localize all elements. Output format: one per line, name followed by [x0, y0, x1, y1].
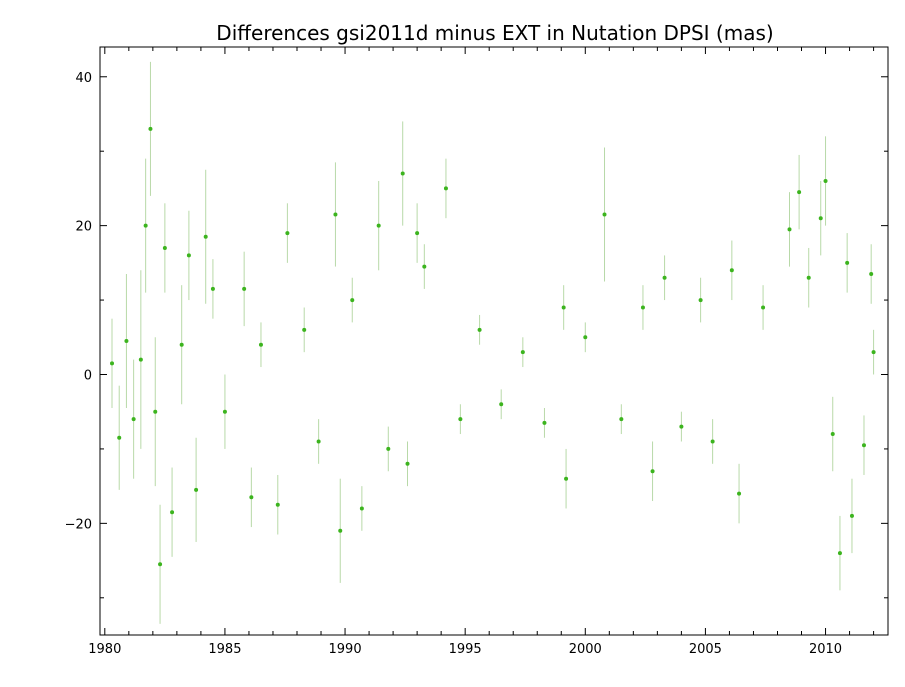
data-point [158, 562, 163, 567]
data-point [275, 502, 280, 507]
x-tick-label: 1995 [449, 642, 482, 657]
data-point [170, 510, 175, 515]
data-point [837, 551, 842, 556]
data-point [148, 126, 153, 131]
x-axis: 1980 1985 1990 1995 2000 2005 2010 [88, 47, 875, 657]
y-tick-label: 0 [84, 368, 92, 383]
data-point [153, 409, 158, 414]
error-bars [111, 61, 875, 624]
data-point [845, 260, 850, 265]
data-point [249, 495, 254, 500]
data-point [242, 286, 247, 291]
data-point [806, 275, 811, 280]
y-tick-label: 20 [75, 220, 92, 235]
data-point [650, 469, 655, 474]
data-point [698, 298, 703, 303]
x-tick-label: 1985 [208, 642, 241, 657]
data-point [222, 409, 227, 414]
data-point [285, 231, 290, 236]
data-point [376, 223, 381, 228]
data-point [561, 305, 566, 310]
x-tick-label: 1980 [88, 642, 121, 657]
plot-frame [99, 46, 889, 636]
data-point [350, 298, 355, 303]
data-point [823, 178, 828, 183]
data-point [564, 476, 569, 481]
data-point [520, 350, 525, 355]
data-point [400, 171, 405, 176]
data-point [143, 223, 148, 228]
data-point [443, 186, 448, 191]
data-point [729, 268, 734, 273]
data-point [422, 264, 427, 269]
data-point [131, 417, 136, 422]
data-point [162, 245, 167, 250]
data-point [818, 216, 823, 221]
data-point [602, 212, 607, 217]
data-point [415, 231, 420, 236]
x-tick-label: 2000 [569, 642, 602, 657]
data-point [477, 327, 482, 332]
data-point [179, 342, 184, 347]
data-point [194, 487, 199, 492]
data-point [849, 513, 854, 518]
x-tick-label: 2005 [689, 642, 722, 657]
y-axis: −20 0 20 40 [65, 71, 888, 599]
x-tick-label: 1990 [329, 642, 362, 657]
data-point [761, 305, 766, 310]
data-point [203, 234, 208, 239]
data-point [338, 528, 343, 533]
data-point [138, 357, 143, 362]
data-point [499, 402, 504, 407]
data-point [583, 335, 588, 340]
y-tick-label: −20 [65, 517, 92, 532]
data-point [797, 190, 802, 195]
data-point [542, 420, 547, 425]
data-point [640, 305, 645, 310]
data-point [333, 212, 338, 217]
data-point [830, 432, 835, 437]
data-point [619, 417, 624, 422]
data-point [861, 443, 866, 448]
data-point [662, 275, 667, 280]
data-point [302, 327, 307, 332]
data-point [787, 227, 792, 232]
data-point [737, 491, 742, 496]
data-point [186, 253, 191, 258]
y-tick-label: 40 [75, 71, 92, 86]
data-point [359, 506, 364, 511]
chart-title: Differences gsi2011d minus EXT in Nutati… [216, 21, 773, 45]
data-point [869, 272, 874, 277]
x-tick-label: 2010 [809, 642, 842, 657]
data-point [458, 417, 463, 422]
data-point [405, 461, 410, 466]
data-point [679, 424, 684, 429]
data-points [110, 126, 876, 567]
data-point [110, 361, 115, 366]
data-point [258, 342, 263, 347]
data-point [124, 339, 129, 343]
data-point [386, 446, 391, 451]
data-point [710, 439, 715, 444]
data-point [210, 286, 215, 291]
data-point [871, 350, 876, 355]
data-point [316, 439, 321, 444]
data-point [117, 435, 122, 440]
